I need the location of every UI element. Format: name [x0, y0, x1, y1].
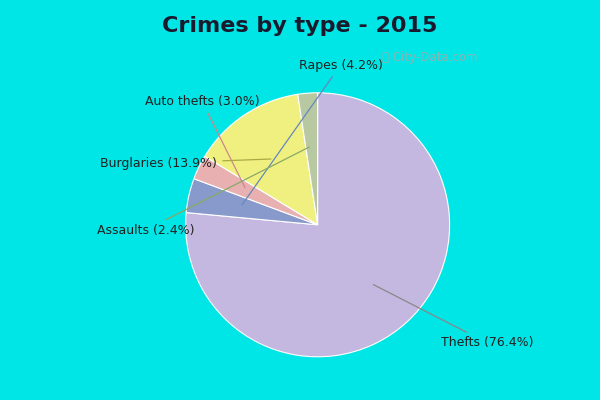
Wedge shape [298, 93, 317, 225]
Text: Thefts (76.4%): Thefts (76.4%) [373, 285, 533, 349]
Text: Rapes (4.2%): Rapes (4.2%) [242, 59, 382, 205]
Text: Crimes by type - 2015: Crimes by type - 2015 [163, 16, 437, 36]
Wedge shape [185, 93, 449, 357]
Wedge shape [194, 156, 317, 225]
Text: Assaults (2.4%): Assaults (2.4%) [97, 147, 309, 236]
Text: Burglaries (13.9%): Burglaries (13.9%) [100, 157, 271, 170]
Wedge shape [205, 94, 317, 225]
Text: Auto thefts (3.0%): Auto thefts (3.0%) [145, 95, 260, 188]
Wedge shape [186, 179, 317, 225]
Text: ⓘ City-Data.com: ⓘ City-Data.com [382, 50, 478, 64]
